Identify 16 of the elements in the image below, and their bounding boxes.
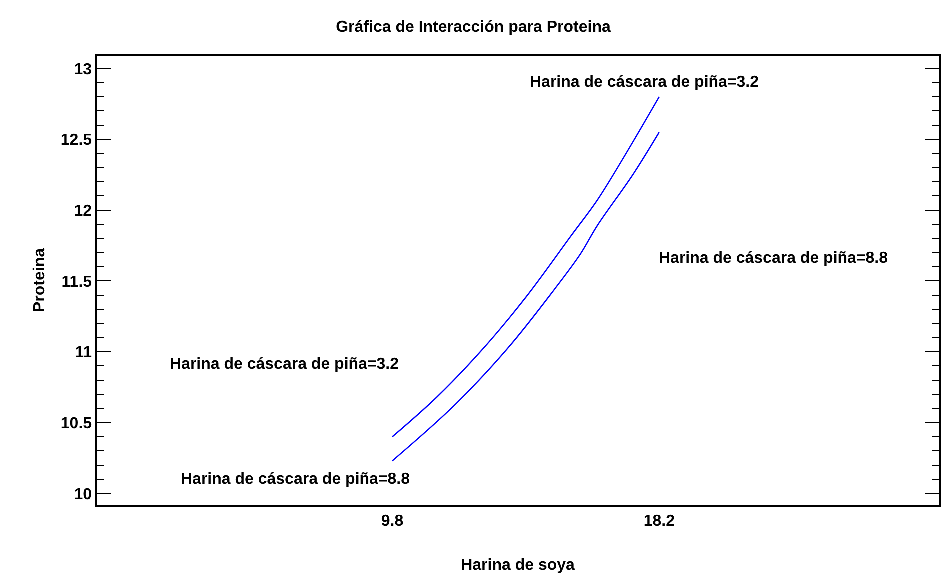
annotation: Harina de cáscara de piña=3.2 [530, 74, 760, 91]
x-tick-label: 9.8 [381, 512, 404, 530]
annotation: Harina de cáscara de piña=8.8 [181, 471, 410, 488]
y-axis-title: Proteina [31, 248, 48, 313]
annotation: Harina de cáscara de piña=3.2 [170, 356, 400, 373]
y-tick-label: 10 [74, 486, 92, 504]
x-tick-label: 18.2 [644, 512, 676, 530]
y-tick-label: 13 [74, 61, 92, 78]
chart-title: Gráfica de Interacción para Proteina [336, 19, 611, 36]
annotation: Harina de cáscara de piña=8.8 [659, 250, 888, 267]
y-tick-label: 12 [74, 202, 92, 220]
y-tick-label: 11 [75, 344, 92, 362]
x-axis-title: Harina de soya [461, 557, 576, 574]
y-tick-label: 10.5 [60, 415, 92, 432]
y-tick-label: 11.5 [62, 274, 92, 291]
y-tick-label: 12.5 [60, 132, 92, 150]
